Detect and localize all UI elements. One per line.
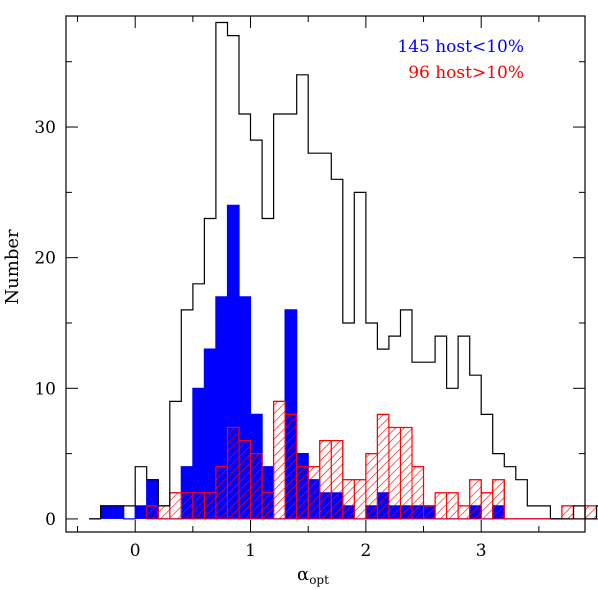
bar-host-gt-10 [226,426,240,520]
bar-host-gt-10 [423,505,436,520]
bar-host-lt-10 [146,479,159,519]
bar-host-gt-10 [273,400,286,520]
bar-host-gt-10 [238,440,252,520]
bar-host-gt-10 [446,492,459,520]
bar-host-gt-10 [330,440,344,520]
bar-host-gt-10 [376,413,390,520]
bar-host-lt-10 [215,296,228,519]
bar-host-lt-10 [100,505,113,519]
bar-host-gt-10 [434,492,448,520]
bar-host-gt-10 [215,466,228,520]
bar-host-gt-10 [388,426,401,520]
x-tick-label: 1 [245,541,256,561]
bar-host-lt-10 [239,296,251,519]
plot-frame [65,15,586,533]
x-tick-label: 3 [476,541,487,561]
bar-host-gt-10 [250,453,263,520]
bar-host-gt-10 [469,479,482,520]
x-tick-label: 0 [130,541,141,561]
bar-host-lt-10 [112,505,124,519]
bar-host-gt-10 [157,505,171,520]
bar-host-gt-10 [284,413,298,520]
bar-host-gt-10 [146,505,159,520]
y-tick-label: 10 [34,379,56,399]
series-layer [89,21,598,520]
y-tick-label: 0 [45,510,56,530]
bar-host-gt-10 [492,479,505,520]
bar-host-gt-10 [319,440,332,520]
y-axis-label: Number [2,229,23,305]
bar-host-gt-10 [399,426,413,520]
x-tick-label: 2 [360,541,371,561]
bar-host-gt-10 [457,505,471,520]
x-axis-label-subscript: opt [309,573,329,587]
bar-host-gt-10 [203,492,217,520]
bar-host-lt-10 [192,388,205,519]
bar-host-lt-10 [204,349,217,519]
bar-host-gt-10 [365,453,378,520]
legend-entry-red: 96 host>10% [408,63,524,83]
bar-host-gt-10 [296,466,309,520]
series-all-outline [89,21,598,520]
bar-host-gt-10 [261,492,275,520]
bar-host-gt-10 [169,492,182,520]
bar-host-gt-10 [342,479,355,520]
bar-host-gt-10 [180,492,194,520]
y-tick-label: 20 [34,249,56,269]
bar-host-gt-10 [584,505,598,520]
bar-host-gt-10 [480,492,494,520]
legend: 145 host<10% 96 host>10% [397,37,524,83]
x-axis-label: αopt [297,564,329,587]
bar-host-gt-10 [307,466,321,520]
bar-host-lt-10 [135,505,148,519]
bar-host-gt-10 [192,492,205,520]
series-host-gt-10 [146,400,598,520]
legend-entry-blue: 145 host<10% [397,37,524,57]
bar-host-lt-10 [227,205,240,519]
bar-host-gt-10 [353,479,367,520]
bar-host-gt-10 [561,505,574,520]
y-tick-label: 30 [34,118,56,138]
bar-host-gt-10 [411,466,425,520]
